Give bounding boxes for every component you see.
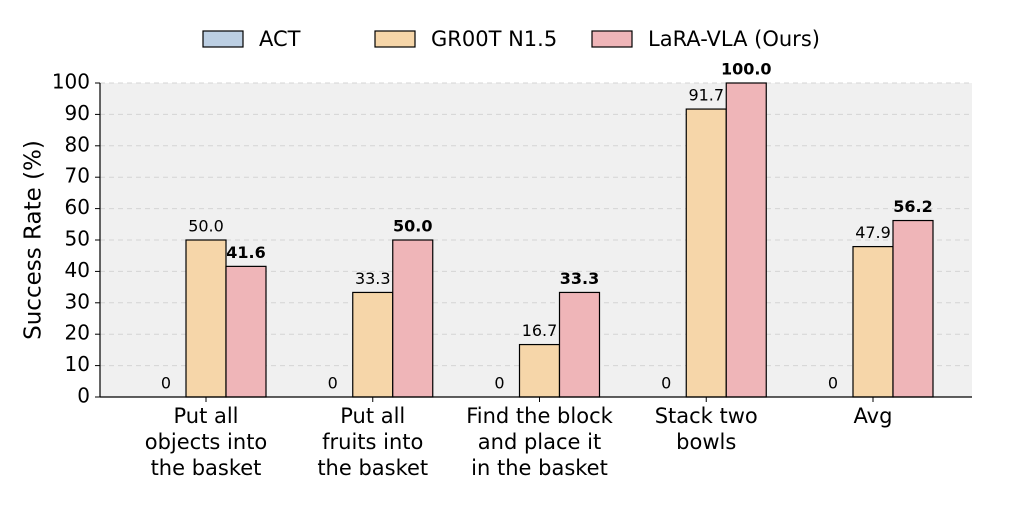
y-tick-label: 50 (65, 227, 90, 251)
x-tick-label: fruits into (322, 430, 423, 454)
y-tick-label: 80 (65, 132, 90, 156)
bar (685, 108, 727, 398)
bar (392, 239, 434, 398)
y-tick-label: 100 (52, 70, 90, 94)
value-label: 41.6 (226, 243, 265, 262)
y-tick-label: 20 (65, 321, 90, 345)
y-tick-label: 30 (65, 289, 90, 313)
value-label: 0 (494, 374, 504, 393)
legend-label: GR00T N1.5 (431, 27, 557, 51)
value-label: 91.7 (688, 86, 724, 105)
value-label: 50.0 (393, 217, 432, 236)
value-label: 50.0 (188, 217, 224, 236)
bar (518, 343, 561, 398)
bar (352, 291, 394, 398)
y-tick-label: 10 (65, 352, 90, 376)
x-tick-label: Avg (854, 404, 893, 428)
bar (892, 219, 934, 398)
x-tick-label: Stack two (655, 404, 758, 428)
y-tick-label: 60 (65, 195, 90, 219)
x-tick-label: bowls (676, 430, 736, 454)
value-label: 0 (661, 374, 671, 393)
value-label: 0 (161, 374, 171, 393)
x-tick-label: objects into (145, 430, 268, 454)
x-tick-label: Put all (340, 404, 405, 428)
legend-swatch (202, 30, 244, 48)
y-axis-label: Success Rate (%) (21, 140, 47, 340)
bar (225, 265, 267, 398)
x-tick-label: Find the block (466, 404, 613, 428)
y-tick-label: 90 (65, 101, 90, 125)
bar (558, 291, 601, 398)
bar (852, 245, 894, 398)
value-label: 16.7 (522, 321, 558, 340)
y-tick-label: 70 (65, 164, 90, 188)
y-tick-label: 40 (65, 258, 90, 282)
value-label: 33.3 (560, 269, 599, 288)
bar (725, 82, 767, 398)
value-label: 33.3 (355, 269, 391, 288)
legend-label: LaRA-VLA (Ours) (648, 27, 820, 51)
legend-label: ACT (259, 27, 301, 51)
bar (185, 239, 227, 398)
legend-swatch (374, 30, 416, 48)
value-label: 0 (328, 374, 338, 393)
y-tick-label: 0 (77, 384, 90, 408)
x-tick-label: in the basket (471, 456, 608, 480)
value-label: 56.2 (893, 197, 932, 216)
value-label: 47.9 (855, 223, 891, 242)
x-tick-label: Put all (173, 404, 238, 428)
x-tick-label: the basket (151, 456, 262, 480)
x-tick-label: and place it (478, 430, 601, 454)
legend-swatch (591, 30, 633, 48)
value-label: 100.0 (721, 60, 772, 79)
x-tick-label: the basket (317, 456, 428, 480)
value-label: 0 (828, 374, 838, 393)
